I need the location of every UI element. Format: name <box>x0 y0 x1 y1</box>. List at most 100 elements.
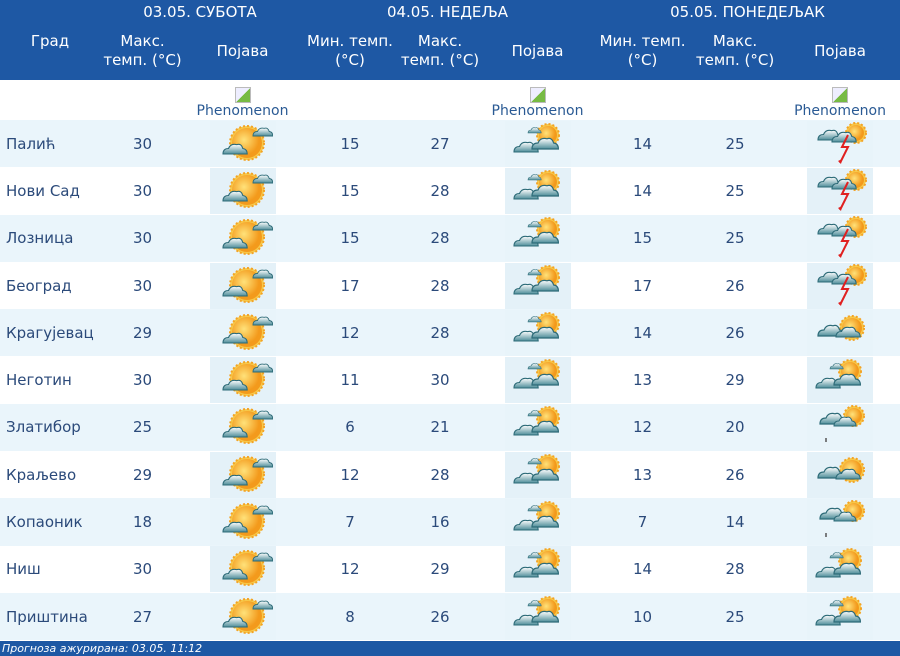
max-temp: 20 <box>725 418 745 437</box>
weather-cell <box>480 167 595 214</box>
weather-cell <box>780 546 900 593</box>
min-temp: 15 <box>340 229 360 248</box>
city-name: Палић <box>6 134 56 153</box>
broken-image: Phenomenon <box>480 80 595 120</box>
max-temp: 28 <box>430 276 450 295</box>
cloudy-sun-icon <box>807 309 874 356</box>
max-temp: 30 <box>132 371 153 390</box>
cloudy-rain-icon <box>807 499 874 546</box>
weather-cell <box>780 451 900 498</box>
header-phenomenon: Појава <box>814 41 866 60</box>
sun-cloud-icon <box>209 167 276 214</box>
sun-cloud-icon <box>209 262 276 309</box>
max-temp: 26 <box>725 465 745 484</box>
weather-cell <box>480 546 595 593</box>
weather-cell <box>185 404 300 451</box>
city-name: Неготин <box>6 371 72 390</box>
city-name: Приштина <box>6 607 88 626</box>
city-name: Краљево <box>6 465 77 484</box>
max-temp: 28 <box>430 229 450 248</box>
table-row: Крагујевац 29 12 28 14 26 <box>0 309 900 357</box>
broken-image: Phenomenon <box>780 80 900 120</box>
partly-cloudy-icon <box>807 357 874 404</box>
header-day-3: 05.05. ПОНЕДЕЉАК <box>670 2 825 21</box>
max-temp: 25 <box>725 181 745 200</box>
weather-cell <box>780 309 900 356</box>
thunderstorm-icon <box>807 120 874 167</box>
weather-cell <box>780 262 900 309</box>
max-temp: 30 <box>430 371 450 390</box>
weather-cell <box>185 309 300 356</box>
min-temp: 15 <box>340 134 360 153</box>
max-temp: 30 <box>132 181 153 200</box>
image-alt-text: Phenomenon <box>794 103 886 119</box>
table-row: Копаоник 18 7 16 7 14 <box>0 498 900 546</box>
weather-cell <box>780 120 900 167</box>
max-temp: 29 <box>132 465 153 484</box>
partly-cloudy-icon <box>807 546 874 593</box>
header-max: Макс. темп. (°C) <box>103 32 182 69</box>
weather-cell <box>780 404 900 451</box>
max-temp: 25 <box>132 418 153 437</box>
sun-cloud-icon <box>209 357 276 404</box>
max-temp: 26 <box>725 276 745 295</box>
max-temp: 16 <box>430 513 450 532</box>
weather-cell <box>780 167 900 214</box>
min-temp: 15 <box>632 229 653 248</box>
city-name: Београд <box>6 276 72 295</box>
header-phenomenon: Појава <box>216 41 269 60</box>
forecast-updated: Прогноза ажурирана: 03.05. 11:12 <box>0 641 900 656</box>
min-temp: 7 <box>345 513 355 532</box>
weather-cell <box>185 120 300 167</box>
sun-cloud-icon <box>209 120 276 167</box>
weather-cell <box>480 356 595 404</box>
min-temp: 14 <box>632 323 653 342</box>
max-temp: 30 <box>132 276 153 295</box>
min-temp: 13 <box>632 371 653 390</box>
partly-cloudy-icon <box>504 120 571 167</box>
partly-cloudy-icon <box>504 546 571 593</box>
min-temp: 14 <box>632 181 653 200</box>
sun-cloud-icon <box>209 309 276 356</box>
weather-cell <box>185 215 300 262</box>
header-day-1: 03.05. СУБОТА <box>143 2 257 21</box>
min-temp: 13 <box>632 465 653 484</box>
weather-cell <box>185 451 300 498</box>
weather-cell <box>480 215 595 262</box>
weather-cell <box>480 120 595 167</box>
max-temp: 25 <box>725 229 745 248</box>
weather-cell <box>780 215 900 262</box>
max-temp: 28 <box>725 560 745 579</box>
min-temp: 17 <box>340 276 360 295</box>
table-row: Приштина 27 8 26 10 25 <box>0 592 900 641</box>
weather-cell <box>480 404 595 451</box>
sun-cloud-icon <box>209 593 276 640</box>
city-name: Крагујевац <box>6 323 94 342</box>
thunderstorm-icon <box>807 167 874 214</box>
header-min: Мин. темп. (°C) <box>307 32 393 69</box>
table-row: Палић 30 15 27 14 25 <box>0 120 900 168</box>
thunderstorm-icon <box>807 262 874 309</box>
table-row: Краљево 29 12 28 13 26 <box>0 451 900 498</box>
header-max: Макс. темп. (°C) <box>400 32 480 69</box>
weather-cell <box>185 498 300 546</box>
max-temp: 29 <box>725 371 745 390</box>
max-temp: 14 <box>725 513 745 532</box>
city-name: Лозница <box>6 229 74 248</box>
partly-cloudy-icon <box>504 404 571 451</box>
table-row: Неготин 30 11 30 13 29 <box>0 356 900 404</box>
min-temp: 7 <box>637 513 648 532</box>
weather-cell <box>480 262 595 309</box>
partly-cloudy-icon <box>504 215 571 262</box>
max-temp: 26 <box>430 607 450 626</box>
weather-cell <box>480 451 595 498</box>
weather-cell <box>185 167 300 214</box>
city-name: Ниш <box>6 560 41 579</box>
forecast-table: Град 03.05. СУБОТА 04.05. НЕДЕЉА 05.05. … <box>0 0 900 641</box>
max-temp: 29 <box>430 560 450 579</box>
image-alt-text: Phenomenon <box>196 103 289 119</box>
table-row: Ниш 30 12 29 14 28 <box>0 546 900 593</box>
broken-image-icon <box>234 87 251 103</box>
max-temp: 30 <box>132 134 153 153</box>
header-phenomenon: Појава <box>511 41 564 60</box>
